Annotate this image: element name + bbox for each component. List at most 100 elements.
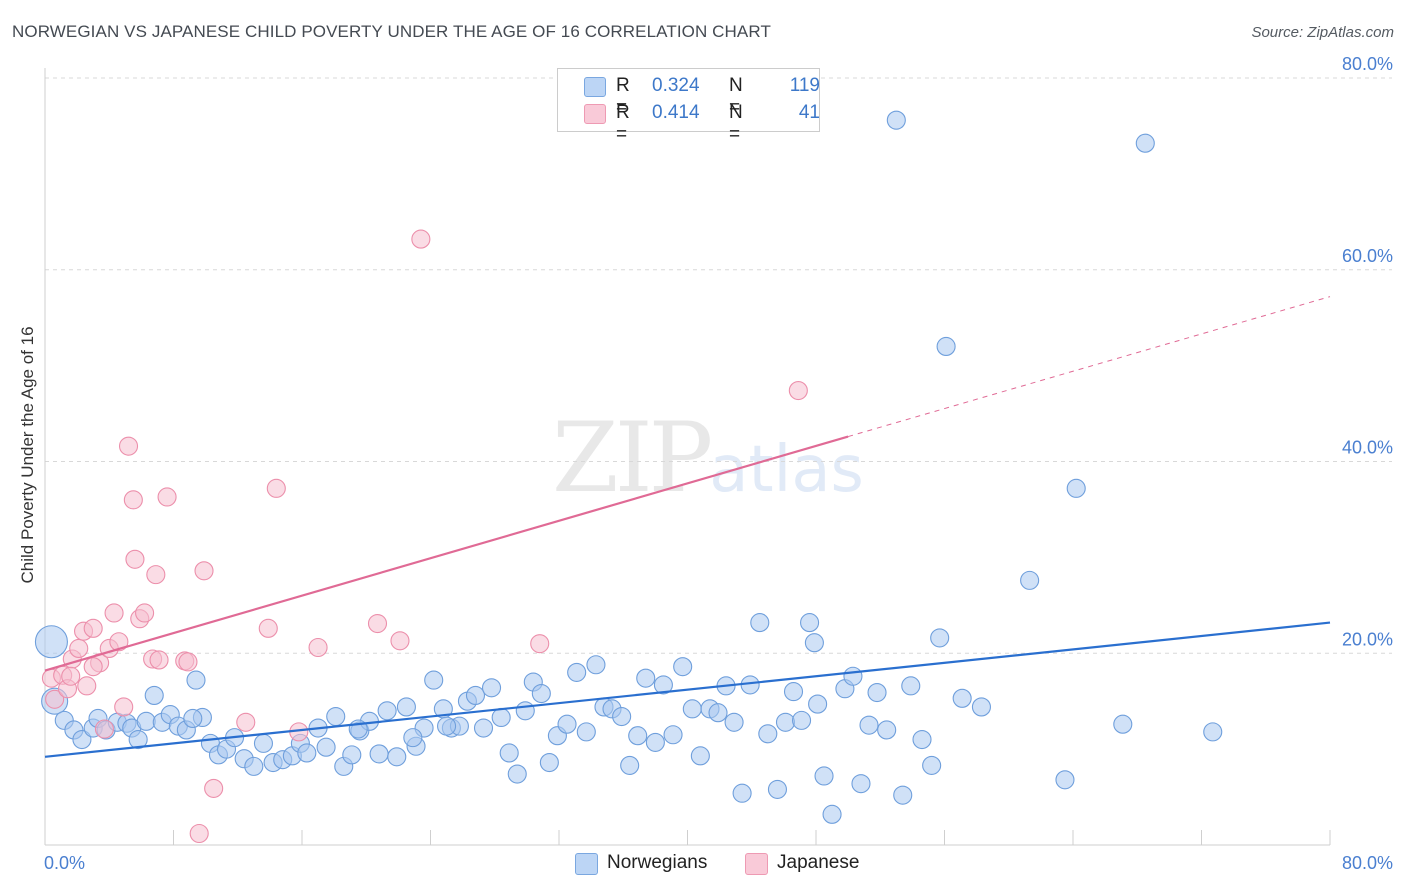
norwegian-point: [1203, 722, 1223, 742]
norwegian-point: [930, 628, 950, 648]
y-tick-label: 60.0%: [1342, 246, 1393, 266]
tick-label-layer: 20.0% 40.0% 60.0% 80.0% 0.0% 80.0%: [44, 54, 1393, 873]
japanese-point: [135, 603, 155, 623]
japanese-point: [149, 650, 169, 670]
norwegian-point: [473, 718, 494, 738]
stats-legend: R = 0.324 N = 119 R = 0.414 N = 41: [557, 68, 820, 145]
japanese-point: [83, 657, 103, 677]
norwegian-point: [952, 688, 972, 708]
norwegian-point: [732, 783, 752, 803]
norwegian-point: [539, 752, 559, 773]
japanese-n-value: 41: [798, 102, 820, 123]
norwegian-point: [851, 774, 871, 794]
norwegian-point: [822, 804, 842, 824]
japanese-point: [69, 638, 89, 659]
x-tick-label-min: 0.0%: [44, 853, 85, 873]
norwegian-point: [1055, 770, 1075, 790]
norwegian-point: [843, 666, 863, 686]
norwegians-trend-line: [44, 621, 1331, 758]
japanese-point: [236, 712, 256, 732]
norwegians-r-value: 0.324: [652, 75, 700, 96]
norwegian-point: [663, 725, 683, 745]
y-tick-label: 80.0%: [1342, 54, 1393, 74]
japanese-point: [94, 719, 114, 739]
norwegian-point: [620, 755, 640, 775]
norwegian-point: [326, 706, 346, 727]
japanese-trend-line: [44, 435, 849, 672]
japanese-point: [45, 689, 65, 709]
y-tick-label: 20.0%: [1342, 629, 1393, 649]
japanese-point: [77, 676, 97, 696]
norwegian-point: [758, 724, 778, 744]
norwegians-n-label: N =: [729, 75, 743, 118]
norwegian-point: [653, 675, 673, 695]
japanese-swatch: [584, 104, 606, 124]
bottom-norwegians-swatch: [575, 853, 598, 875]
norwegian-point: [244, 756, 264, 776]
norwegian-point: [867, 683, 887, 703]
japanese-point: [367, 613, 388, 634]
norwegian-point: [253, 733, 274, 753]
norwegian-point: [612, 706, 632, 727]
norwegian-point: [708, 703, 728, 723]
norwegian-point: [531, 683, 551, 704]
japanese-point: [189, 823, 209, 844]
norwegian-point: [557, 714, 577, 734]
japanese-point: [61, 666, 81, 686]
norwegian-point: [342, 745, 362, 765]
norwegian-point: [645, 732, 665, 752]
norwegian-point: [387, 747, 407, 767]
norwegian-point: [936, 336, 956, 357]
norwegian-point: [628, 726, 648, 746]
trend-layer: [44, 296, 1331, 758]
norwegian-point: [576, 722, 596, 742]
japanese-point: [411, 229, 431, 249]
japanese-trend-extension: [847, 296, 1331, 438]
bottom-norwegians-label: Norwegians: [607, 852, 708, 873]
chart-title: NORWEGIAN VS JAPANESE CHILD POVERTY UNDE…: [12, 22, 771, 41]
norwegian-point: [1135, 133, 1155, 153]
norwegians-n-value: 119: [789, 75, 820, 96]
norwegian-point: [424, 670, 444, 690]
norwegian-point: [1020, 570, 1040, 590]
norwegian-point: [465, 685, 486, 705]
japanese-point: [123, 490, 143, 510]
x-tick-label-max: 80.0%: [1342, 853, 1393, 873]
japanese-point: [125, 549, 145, 569]
japanese-point: [308, 637, 328, 658]
japanese-point: [104, 603, 124, 623]
norwegian-point: [183, 708, 203, 728]
norwegians-r-label: R =: [616, 75, 630, 118]
japanese-point: [178, 652, 198, 672]
norwegian-point: [690, 746, 710, 766]
norwegian-point: [814, 766, 834, 786]
norwegian-point: [499, 743, 519, 763]
norwegian-point: [316, 737, 336, 757]
norwegian-point: [1113, 714, 1133, 734]
japanese-point: [194, 561, 214, 581]
norwegians-swatch: [584, 77, 606, 97]
norwegian-point: [912, 729, 932, 750]
norwegian-point: [128, 729, 148, 750]
norwegian-point: [804, 633, 824, 653]
norwegian-point: [750, 613, 770, 633]
norwegian-point: [775, 712, 796, 732]
watermark-zip: ZIP: [552, 402, 713, 514]
norwegian-point: [783, 682, 804, 702]
norwegian-point: [808, 694, 828, 714]
japanese-r-value: 0.414: [652, 102, 700, 123]
norwegian-point: [971, 697, 991, 717]
norwegian-point: [673, 657, 693, 677]
norwegian-point: [481, 678, 502, 698]
norwegian-point: [297, 743, 317, 763]
norwegian-point: [186, 670, 206, 690]
norwegian-point: [437, 716, 457, 736]
japanese-point: [390, 631, 410, 651]
bottom-japanese-swatch: [745, 853, 768, 875]
norwegian-point: [877, 720, 897, 740]
grid-layer: [45, 77, 1392, 654]
norwegian-point: [791, 710, 812, 730]
norwegian-point: [859, 715, 879, 735]
japanese-point: [204, 778, 224, 798]
norwegian-point: [403, 728, 423, 748]
